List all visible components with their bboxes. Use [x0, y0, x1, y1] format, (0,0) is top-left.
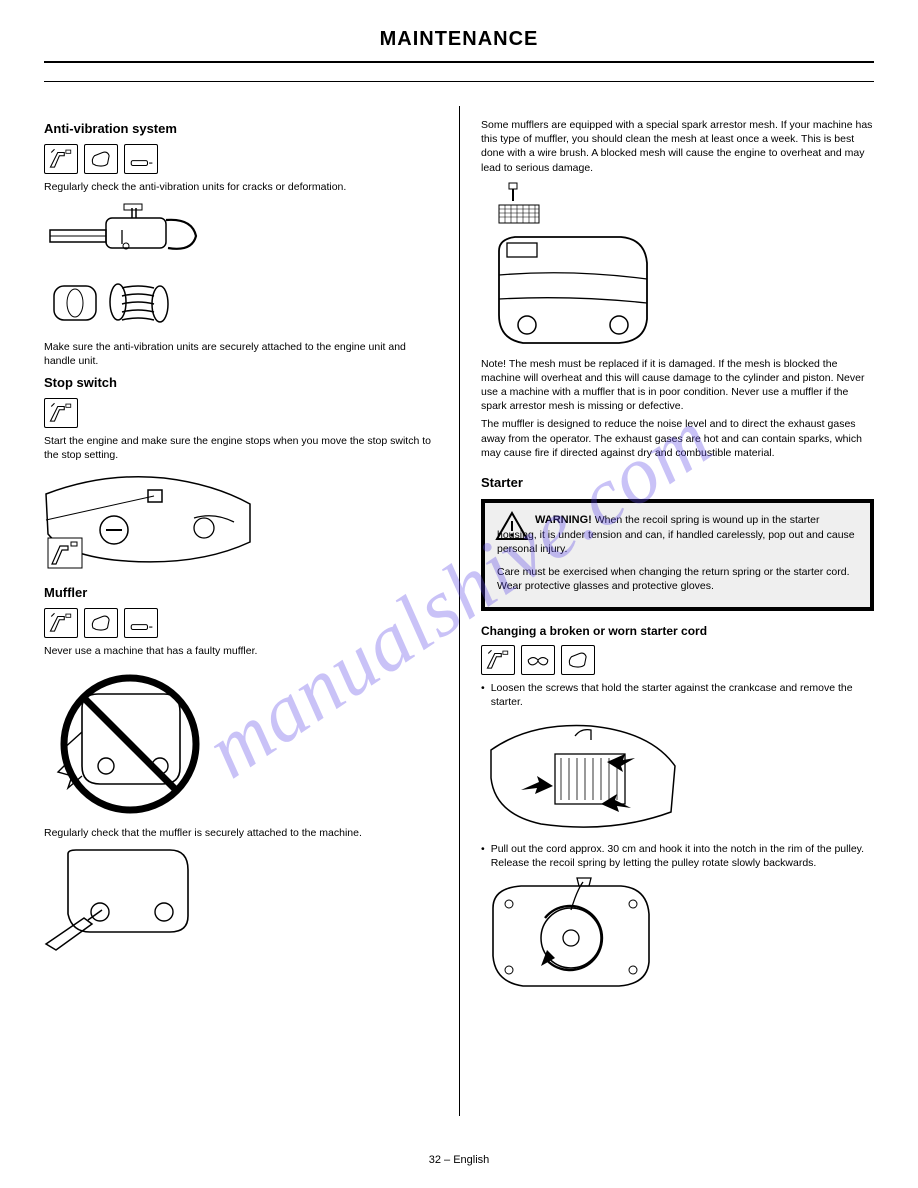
- avs-text-1: Regularly check the anti-vibration units…: [44, 180, 437, 194]
- warning-triangle-icon: [495, 511, 529, 541]
- figure-starter-screws: [481, 716, 874, 836]
- stop-engine-icon: [481, 645, 515, 675]
- figure-muffler-mesh: [481, 181, 874, 351]
- section-anti-vibration: Anti-vibration system: [44, 120, 437, 138]
- cord-step-1: Loosen the screws that hold the starter …: [481, 681, 874, 709]
- muffler-text-5: The muffler is designed to reduce the no…: [481, 417, 874, 460]
- figure-muffler-screwdriver: [44, 846, 437, 956]
- cord-step-2: Pull out the cord approx. 30 cm and hook…: [481, 842, 874, 870]
- muffler-text-1: Never use a machine that has a faulty mu…: [44, 644, 437, 658]
- warning-label: WARNING!: [535, 514, 592, 526]
- stop-engine-icon: [44, 144, 78, 174]
- gloves-icon: [84, 144, 118, 174]
- section-stop-switch: Stop switch: [44, 374, 437, 392]
- muffler-text-2: Regularly check that the muffler is secu…: [44, 826, 437, 840]
- right-column: Some mufflers are equipped with a specia…: [459, 106, 874, 1116]
- brush-icon: [124, 608, 158, 638]
- muffler-text-3: Some mufflers are equipped with a specia…: [481, 118, 874, 175]
- stop-engine-icon: [44, 398, 78, 428]
- page-number: 32 – English: [429, 1154, 490, 1166]
- icon-row-muffler: [44, 608, 437, 638]
- gloves-icon: [561, 645, 595, 675]
- left-column: Anti-vibration system Regularly check th…: [44, 106, 459, 1116]
- muffler-text-4: Note! The mesh must be replaced if it is…: [481, 357, 874, 414]
- figure-stop-switch: [44, 468, 437, 578]
- page: MAINTENANCE Anti-vibration system Regula…: [0, 0, 918, 1188]
- avs-text-2: Make sure the anti-vibration units are s…: [44, 340, 437, 368]
- page-header: MAINTENANCE: [44, 28, 874, 100]
- icon-row-stop: [44, 398, 437, 428]
- icon-row-avs: [44, 144, 437, 174]
- stop-engine-icon: [44, 608, 78, 638]
- warning-box: WARNING! When the recoil spring is wound…: [481, 499, 874, 611]
- column-divider: [459, 106, 460, 1116]
- content-columns: Anti-vibration system Regularly check th…: [44, 106, 874, 1116]
- icon-row-starter: [481, 645, 874, 675]
- gloves-icon: [84, 608, 118, 638]
- header-rule-top: [44, 61, 874, 63]
- page-title: MAINTENANCE: [44, 28, 874, 51]
- stop-text-1: Start the engine and make sure the engin…: [44, 434, 437, 462]
- warning-text-2: Care must be exercised when changing the…: [497, 565, 858, 593]
- figure-vibration-units: [44, 272, 437, 334]
- figure-starter-pulley: [481, 876, 874, 994]
- section-starter: Starter: [481, 474, 874, 492]
- section-muffler: Muffler: [44, 584, 437, 602]
- subsection-cord: Changing a broken or worn starter cord: [481, 623, 874, 639]
- goggles-icon: [521, 645, 555, 675]
- figure-chainsaw: [44, 200, 437, 266]
- figure-muffler-no: [44, 664, 437, 820]
- header-rule-bottom: [44, 81, 874, 82]
- brush-icon: [124, 144, 158, 174]
